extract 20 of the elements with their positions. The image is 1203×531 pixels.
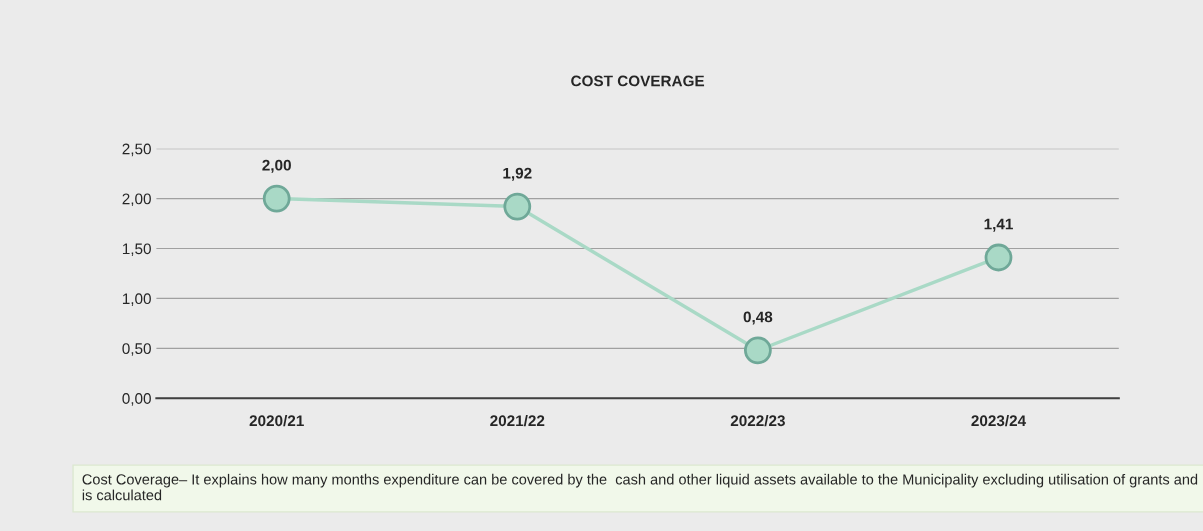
point (744, 336, 772, 365)
y-tick-label: 1,00 (122, 293, 151, 306)
x-tick-label: 2022/23 (730, 414, 785, 427)
data-label: 0,48 (743, 311, 773, 325)
data-label: 1,41 (984, 218, 1013, 232)
y-tick-label: 0,50 (122, 343, 151, 356)
point (262, 184, 291, 213)
x-tick-label: 2023/24 (971, 414, 1027, 427)
x-tick-label: 2021/22 (490, 414, 545, 427)
y-tick-label: 0,00 (122, 393, 151, 406)
y-tick-label: 1,50 (122, 243, 151, 256)
y-tick-label: 2,50 (122, 143, 151, 157)
text: Cost Coverage– It explains how many months expenditure can be covered by the cash and other liquid assets available to the Municipality excluding utilisation of grants and is calculated (82, 473, 1198, 501)
point (503, 192, 532, 221)
point (984, 243, 1013, 272)
x-tick-label: 2020/21 (249, 414, 304, 427)
chart-title: COST COVERAGE (571, 75, 705, 87)
y-tick-label: 2,00 (122, 193, 151, 207)
data-label: 2,00 (262, 159, 291, 173)
data-label: 1,92 (503, 167, 532, 181)
